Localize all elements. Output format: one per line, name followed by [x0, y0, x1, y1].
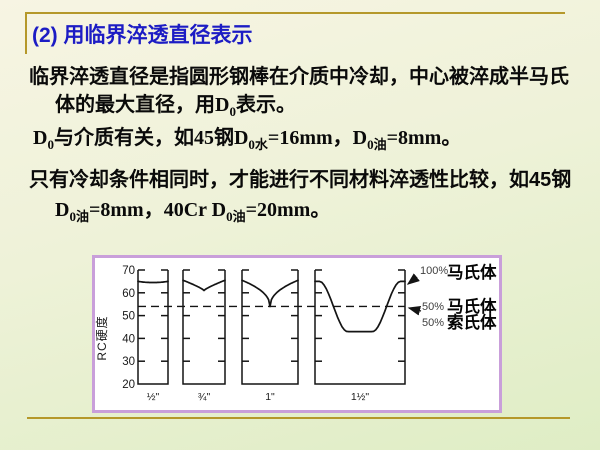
specimen-bucket: 1" [241, 269, 299, 403]
y-tick-label: 70 [122, 265, 135, 277]
specimen-bucket: ½" [137, 269, 169, 403]
annotation-sorbite-50: 索氏体 [447, 312, 497, 332]
y-tick-label: 60 [122, 288, 135, 300]
body-line-1: 临界淬透直径是指圆形钢棒在介质中冷却，中心被淬成半马氏 [29, 66, 569, 88]
text-segment: 表示。 [235, 94, 296, 116]
y-tick-label: 20 [122, 379, 135, 391]
y-axis-title: RC硬度 [95, 315, 109, 360]
hardness-curve [182, 279, 226, 292]
subscript-segment: 0 [229, 104, 236, 119]
formula-segment: D [33, 127, 48, 149]
gold-rule-left [25, 12, 27, 54]
text-segment: 。 [310, 199, 331, 221]
hardness-curve [241, 279, 299, 308]
x-tick-label: 1½" [351, 391, 370, 403]
formula-segment: =8mm [88, 199, 144, 221]
gold-rule-bottom [27, 417, 570, 419]
y-tick-label: 40 [122, 333, 135, 345]
subscript-segment: 0油 [367, 137, 387, 152]
hardness-distribution-chart: RC硬度 70 60 50 40 30 20 ½" ¾" 1" 1½" 100% 马氏体 50% … [92, 255, 502, 413]
hardness-curve [314, 280, 406, 333]
annotation-100pct: 100% [420, 265, 448, 277]
annotation-50pct-martensite: 50% [422, 301, 444, 313]
formula-segment: D [352, 127, 368, 149]
body-line-3: D0与介质有关，如45钢D0水=16mm，D0油=8mm。 [33, 121, 461, 153]
body-line-5: D0油=8mm，40Cr D0油=20mm。 [55, 193, 330, 225]
chart-dynamic-layer: 70 60 50 40 30 20 ½" ¾" 1" 1½" [122, 265, 406, 403]
formula-segment: D [233, 127, 249, 149]
text-segment: ， [143, 199, 164, 221]
text-segment: 体的最大直径，用 [55, 94, 215, 116]
formula-segment: =16mm [267, 127, 333, 149]
subscript-segment: 0油 [226, 209, 246, 224]
gold-rule-top [25, 12, 565, 14]
specimen-bucket: ¾" [182, 269, 226, 403]
formula-segment: D [215, 94, 230, 116]
y-tick-label: 50 [122, 311, 135, 323]
formula-segment: 45 [193, 127, 214, 149]
body-line-2: 体的最大直径，用D0表示。 [55, 88, 296, 120]
formula-segment: 40Cr D [163, 199, 227, 221]
annotation-martensite-50: 马氏体 [447, 296, 497, 316]
hardness-curve [137, 280, 169, 284]
subscript-segment: 0油 [69, 209, 89, 224]
text-segment: ， [332, 127, 353, 149]
formula-segment: =20mm [245, 199, 311, 221]
x-tick-label: ½" [147, 391, 160, 403]
text-segment: 与介质有关，如 [53, 127, 194, 149]
subscript-segment: 0 [47, 137, 54, 152]
formula-segment: =8mm [386, 127, 442, 149]
body-line-4: 只有冷却条件相同时，才能进行不同材料淬透性比较，如45钢 [29, 169, 572, 191]
specimen-bucket: 1½" [314, 269, 406, 403]
formula-segment: D [55, 199, 70, 221]
x-tick-label: ¾" [198, 391, 211, 403]
annotation-martensite-100: 马氏体 [447, 262, 497, 282]
x-tick-label: 1" [265, 391, 275, 403]
annotation-50pct-sorbite: 50% [422, 317, 444, 329]
text-segment: 钢 [213, 127, 234, 149]
slide-title: (2) 用临界淬透直径表示 [32, 24, 253, 47]
arrow-to-curve-icon [406, 273, 420, 285]
subscript-segment: 0水 [248, 137, 268, 152]
arrow-to-half-line-icon [407, 305, 422, 316]
text-segment: 。 [441, 127, 462, 149]
y-tick-label: 30 [122, 356, 135, 368]
